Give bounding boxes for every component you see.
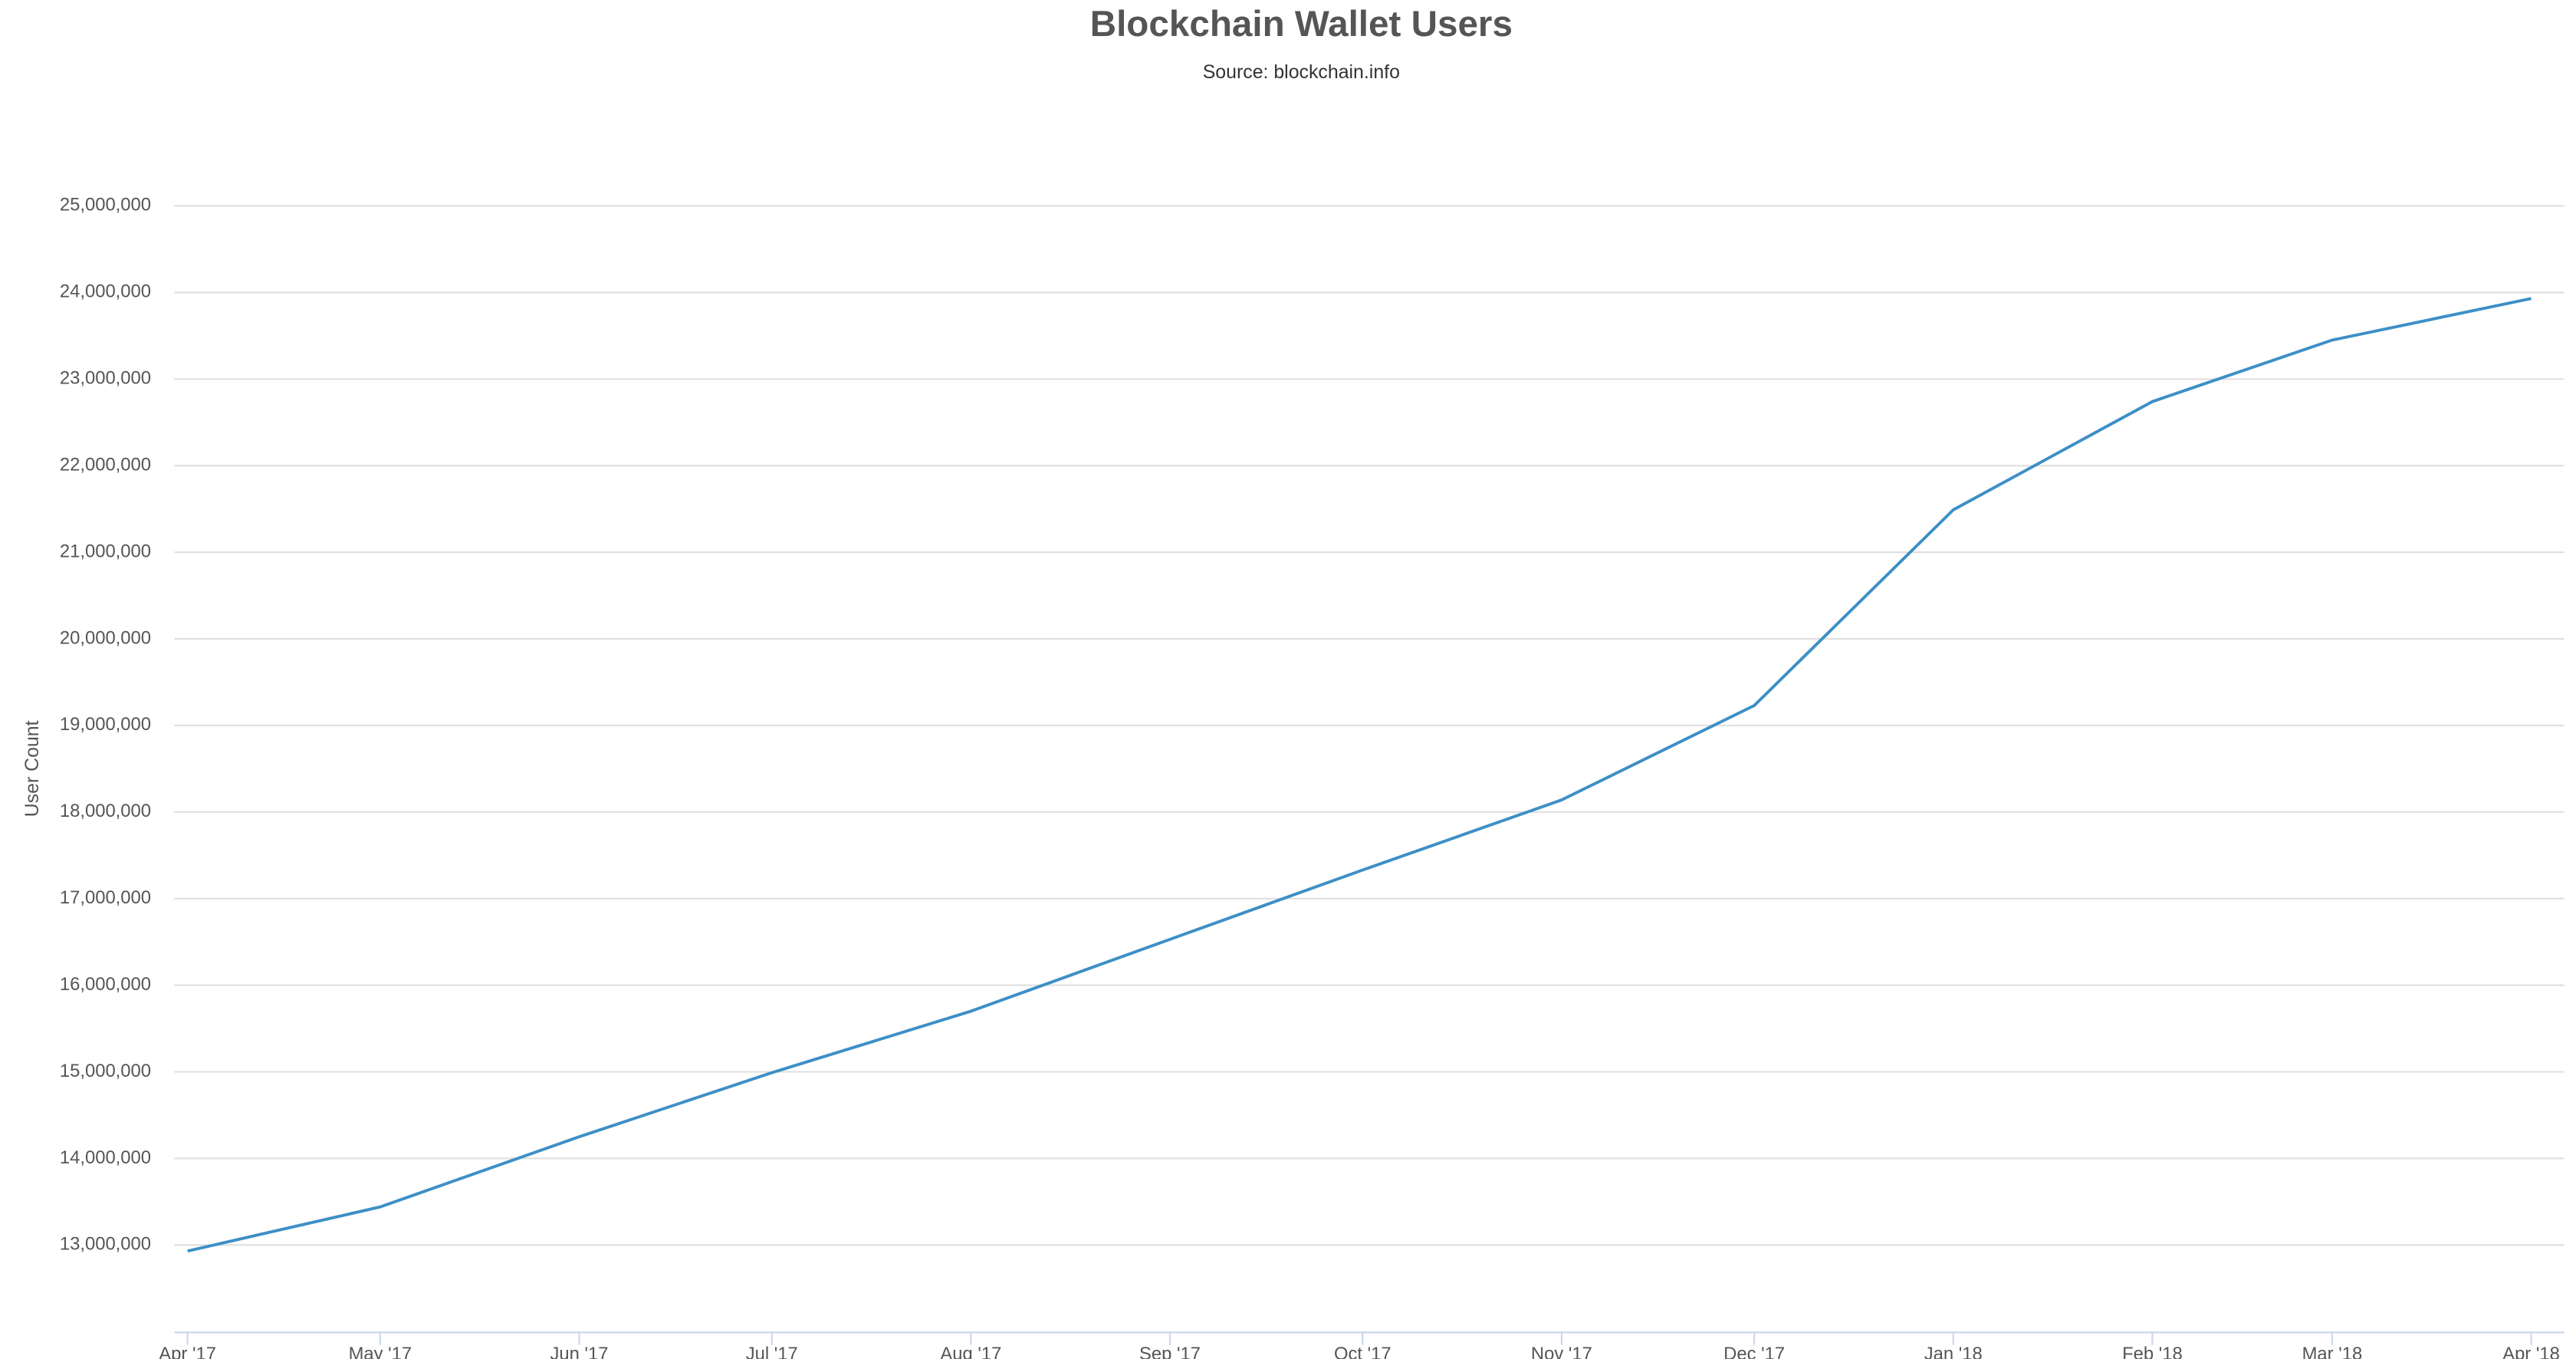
y-tick-label: 18,000,000 — [60, 801, 151, 821]
y-tick-label: 14,000,000 — [60, 1147, 151, 1168]
x-tick-label: May '17 — [349, 1344, 412, 1359]
y-tick-label: 25,000,000 — [60, 195, 151, 216]
x-tick-label: Jan '18 — [1924, 1344, 1983, 1359]
y-tick-label: 19,000,000 — [60, 714, 151, 735]
y-tick-label: 23,000,000 — [60, 368, 151, 389]
x-tick-label: Mar '18 — [2302, 1344, 2363, 1359]
x-tick-label: Dec '17 — [1723, 1344, 1785, 1359]
y-tick-label: 24,000,000 — [60, 281, 151, 302]
x-tick-label: Oct '17 — [1334, 1344, 1392, 1359]
y-tick-label: 15,000,000 — [60, 1061, 151, 1081]
x-tick-label: Jun '17 — [550, 1344, 609, 1359]
x-tick-label: Nov '17 — [1531, 1344, 1592, 1359]
x-tick-label: Feb '18 — [2122, 1344, 2183, 1359]
x-tick-label: Aug '17 — [940, 1344, 1001, 1359]
y-tick-label: 13,000,000 — [60, 1234, 151, 1255]
data-line — [187, 297, 2532, 1253]
y-axis-title: User Count — [21, 720, 43, 817]
y-tick-label: 16,000,000 — [60, 974, 151, 995]
y-tick-label: 21,000,000 — [60, 541, 151, 561]
y-tick-label: 22,000,000 — [60, 454, 151, 475]
x-tick-label: Apr '17 — [159, 1344, 216, 1359]
x-tick-label: Apr '18 — [2502, 1344, 2560, 1359]
chart-subtitle: Source: blockchain.info — [1203, 61, 1400, 83]
chart-title: Blockchain Wallet Users — [1090, 4, 1513, 44]
y-tick-label: 17,000,000 — [60, 887, 151, 908]
x-tick-label: Sep '17 — [1139, 1344, 1201, 1359]
y-tick-label: 20,000,000 — [60, 627, 151, 648]
x-tick-label: Jul '17 — [746, 1344, 798, 1359]
